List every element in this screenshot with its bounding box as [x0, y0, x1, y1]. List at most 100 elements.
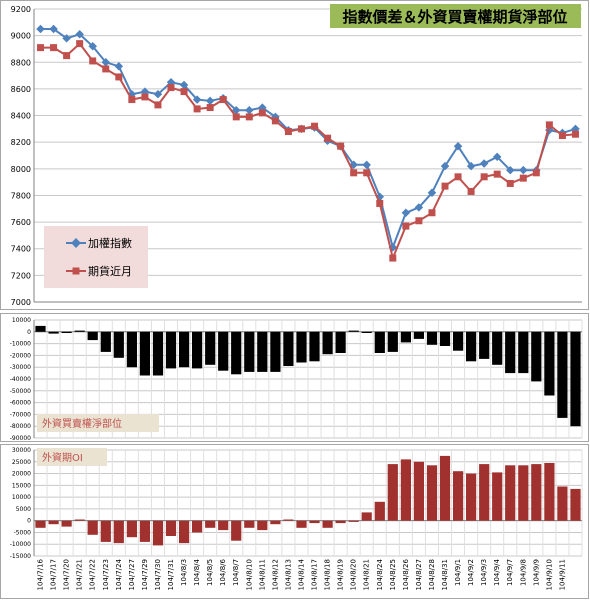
oi-bar — [531, 464, 542, 521]
oi-bar — [361, 512, 372, 521]
data-point-index — [453, 141, 463, 151]
y-tick-label: 20000 — [12, 471, 31, 478]
callput-bar — [87, 331, 98, 341]
x-tick-label: 104/7/30 — [154, 559, 162, 590]
callput-bar — [492, 331, 503, 365]
data-point-index — [466, 161, 476, 171]
callput-bar — [387, 331, 398, 352]
callput-bar — [505, 331, 516, 374]
x-tick-label: 104/8/27 — [415, 559, 423, 590]
x-tick-label: 104/8/12 — [271, 559, 279, 590]
oi-bar — [348, 520, 359, 522]
callput-bar — [544, 331, 555, 396]
oi-bar — [165, 520, 177, 536]
y-tick-label: 0 — [27, 329, 31, 336]
y-tick-label: 10000 — [12, 317, 31, 324]
oi-bar — [544, 463, 555, 521]
callput-bar — [400, 331, 411, 343]
oi-y-axis: 30000 25000 20000 15000 10000 5000 0 -5000 -1000… — [10, 447, 31, 560]
oi-bar — [309, 520, 320, 524]
callput-bar — [322, 331, 333, 355]
x-tick-label: 104/8/13 — [284, 559, 292, 590]
callput-bar — [348, 330, 359, 332]
callput-bar — [113, 331, 124, 358]
x-tick-label: 104/8/18 — [324, 559, 332, 590]
x-tick-label: 104/8/4 — [193, 558, 201, 586]
callput-bar — [257, 331, 268, 372]
data-point-futures — [141, 93, 149, 101]
x-tick-label: 104/7/22 — [89, 559, 97, 590]
callput-bar — [35, 325, 46, 332]
y-tick-label: -10000 — [10, 541, 31, 548]
y-tick-label: 8200 — [11, 138, 31, 147]
y-tick-label: 25000 — [12, 459, 31, 466]
callput-bar — [518, 331, 529, 374]
data-point-futures — [154, 101, 162, 109]
y-tick-label: -60000 — [10, 400, 31, 407]
x-tick-label: 104/8/11 — [258, 559, 266, 590]
oi-bar — [87, 520, 98, 535]
x-tick-label: 104/7/24 — [115, 558, 123, 590]
callput-bar — [335, 331, 346, 353]
x-tick-label: 104/8/10 — [245, 559, 253, 590]
data-point-futures — [519, 174, 527, 182]
y-tick-label: -40000 — [10, 376, 31, 383]
oi-bar — [492, 472, 503, 521]
callput-bar — [531, 331, 542, 382]
data-point-futures — [428, 209, 436, 217]
data-point-index — [440, 161, 450, 171]
data-point-futures — [245, 113, 253, 121]
x-tick-label: 104/7/27 — [128, 559, 136, 590]
callput-bar — [231, 331, 242, 375]
oi-bar — [335, 520, 346, 524]
oi-bar — [426, 465, 438, 521]
oi-bar — [505, 465, 516, 521]
data-point-futures — [337, 142, 345, 150]
callput-bar — [48, 331, 59, 334]
x-tick-label: 104/9/4 — [493, 558, 501, 586]
x-tick-label: 104/8/24 — [376, 559, 384, 591]
oi-bar — [479, 464, 490, 521]
callput-bar — [270, 331, 281, 372]
data-point-index — [36, 24, 45, 34]
x-tick-label: 104/9/2 — [467, 559, 475, 586]
oi-bar — [205, 520, 216, 528]
callput-bar — [165, 331, 177, 369]
data-point-futures — [454, 173, 462, 181]
callput-bar — [453, 331, 464, 351]
oi-bar — [374, 501, 385, 521]
oi-bar — [257, 520, 268, 531]
callput-panel: 10000 0 -10000 -20000 -30000 -40000 -50000 -600… — [0, 313, 589, 442]
x-tick-label: 104/8/21 — [363, 559, 371, 590]
data-point-futures — [571, 130, 579, 138]
data-point-futures — [89, 57, 97, 65]
data-point-futures — [115, 73, 123, 81]
oi-bar — [35, 520, 46, 528]
y-tick-label: -90000 — [10, 435, 31, 442]
data-point-futures — [258, 109, 266, 117]
callput-bar — [139, 331, 150, 376]
x-tick-label: 104/8/6 — [219, 558, 227, 586]
callput-bar — [126, 331, 137, 368]
legend-label-futures: 期貨近月 — [88, 264, 132, 278]
oi-bar — [322, 520, 333, 528]
data-point-futures — [193, 105, 201, 113]
data-point-index — [427, 188, 437, 198]
y-tick-label: -20000 — [10, 352, 31, 359]
y-tick-label: -10000 — [10, 341, 31, 348]
x-tick-label: 104/8/3 — [180, 559, 188, 586]
data-point-futures — [324, 134, 332, 142]
callput-bar — [192, 331, 203, 369]
data-point-index — [192, 95, 202, 104]
x-tick-label: 104/9/9 — [532, 559, 540, 586]
data-point-index — [362, 160, 371, 170]
x-tick-label: 104/7/31 — [167, 559, 175, 590]
title-box — [330, 4, 581, 28]
data-point-futures — [545, 121, 553, 129]
y-tick-label: 0 — [27, 518, 31, 525]
callput-bar — [179, 331, 190, 368]
oi-label: 外資期OI — [42, 452, 83, 464]
x-tick-label: 104/9/7 — [506, 559, 514, 586]
data-point-futures — [102, 65, 110, 73]
data-point-futures — [128, 96, 136, 104]
